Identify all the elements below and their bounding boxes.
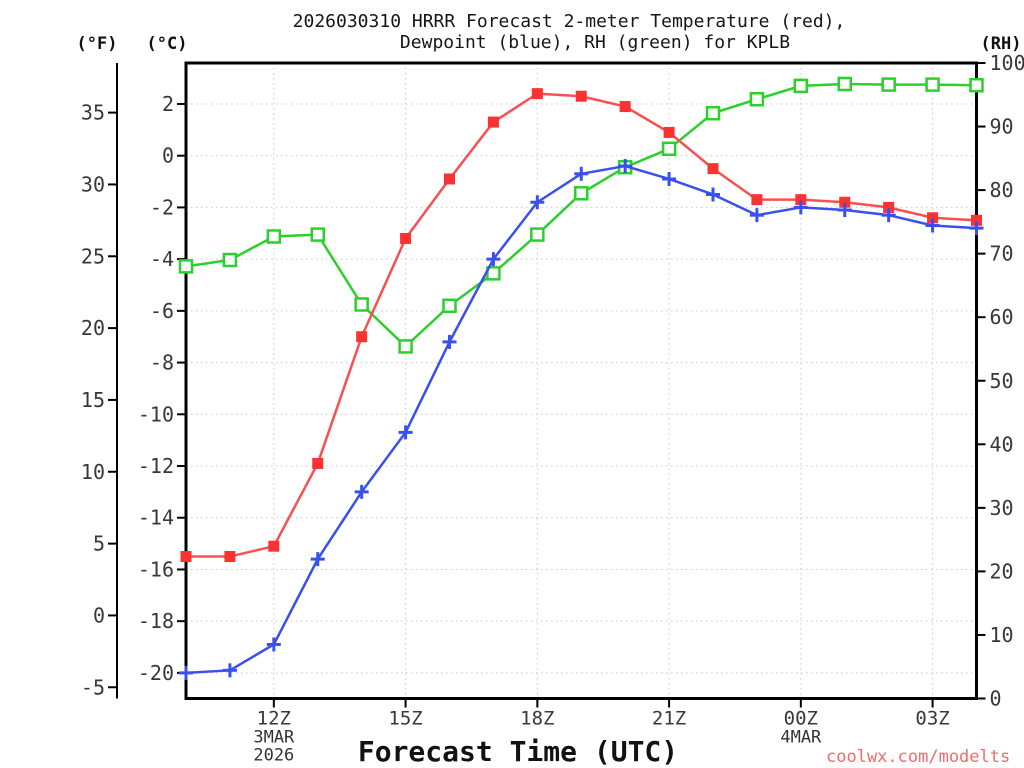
fahrenheit-tick-label: 10: [81, 460, 105, 484]
marker-open-square: [530, 227, 545, 242]
celsius-tick-label: -6: [150, 299, 174, 323]
marker-open-square: [442, 298, 457, 314]
celsius-axis-header: (°C): [146, 34, 188, 54]
fahrenheit-tick-label: 15: [81, 388, 105, 412]
series-line-2-meter-temperature: [186, 92, 977, 558]
rh-axis-header: (RH): [980, 34, 1022, 54]
fahrenheit-tick-label: 35: [81, 101, 105, 125]
fahrenheit-tick-label: 25: [81, 244, 105, 268]
marker-open-square: [969, 77, 984, 93]
watermark-link[interactable]: coolwx.com/modelts: [826, 747, 1011, 767]
marker-filled-square: [531, 88, 543, 100]
celsius-tick-label: -14: [138, 506, 174, 530]
rh-tick-label: 70: [990, 242, 1014, 266]
marker-open-square: [661, 141, 677, 157]
marker-filled-square: [619, 101, 631, 113]
time-tick-label: 15Z: [388, 708, 422, 730]
marker-open-square: [398, 339, 413, 354]
fahrenheit-tick-label: -5: [81, 675, 105, 699]
plot-border: [184, 61, 978, 700]
rh-tick-label: 90: [990, 115, 1014, 139]
rh-tick-label: 60: [990, 305, 1014, 329]
celsius-tick-label: -10: [138, 402, 174, 426]
rh-tick-label: 0: [990, 687, 1002, 711]
celsius-tick-label: 2: [162, 92, 174, 116]
fahrenheit-tick-label: 30: [81, 172, 105, 196]
marker-filled-square: [927, 212, 939, 224]
x-axis-title: Forecast Time (UTC): [357, 735, 679, 768]
celsius-tick-label: -8: [150, 351, 174, 375]
marker-open-square: [881, 77, 896, 92]
marker-open-square: [793, 78, 809, 94]
marker-filled-square: [180, 551, 192, 563]
rh-tick-label: 100: [990, 51, 1024, 75]
series-line-relative-humidity: [185, 82, 977, 348]
date-annotation: 4MAR: [780, 728, 822, 748]
marker-filled-square: [356, 331, 368, 343]
time-tick-label: 03Z: [915, 708, 949, 730]
series-line-dewpoint: [185, 164, 977, 675]
marker-filled-square: [224, 551, 236, 563]
marker-filled-square: [400, 232, 412, 244]
marker-open-square: [749, 91, 765, 107]
marker-filled-square: [707, 163, 719, 175]
rh-tick-label: 30: [990, 496, 1014, 520]
marker-filled-square: [971, 214, 982, 226]
marker-open-square: [310, 227, 325, 242]
marker-open-square: [574, 186, 589, 201]
celsius-tick-label: -16: [138, 557, 174, 581]
marker-open-square: [266, 229, 282, 244]
marker-filled-square: [839, 196, 851, 208]
time-tick-label: 00Z: [784, 708, 818, 730]
celsius-tick-label: -12: [138, 454, 174, 478]
marker-open-square: [354, 297, 369, 312]
date-annotation: 3MAR: [253, 728, 295, 748]
celsius-tick-label: -2: [150, 195, 174, 219]
fahrenheit-tick-label: 20: [81, 316, 105, 340]
marker-filled-square: [575, 90, 587, 102]
chart-title-line1: 2026030310 HRRR Forecast 2-meter Tempera…: [292, 11, 846, 32]
rh-tick-label: 80: [990, 178, 1014, 202]
marker-open-square: [178, 259, 194, 274]
marker-filled-square: [487, 116, 499, 128]
fahrenheit-tick-label: 5: [93, 532, 105, 556]
marker-filled-square: [312, 457, 324, 469]
marker-filled-square: [663, 126, 675, 138]
fahrenheit-tick-label: 0: [93, 603, 105, 627]
marker-open-square: [837, 76, 852, 92]
rh-tick-label: 50: [990, 369, 1014, 393]
time-tick-label: 21Z: [652, 708, 686, 730]
marker-filled-square: [883, 201, 895, 213]
chart-title-line2: Dewpoint (blue), RH (green) for KPLB: [399, 32, 791, 53]
time-tick-label: 12Z: [257, 708, 291, 730]
celsius-tick-label: -4: [150, 247, 174, 271]
fahrenheit-axis-header: (°F): [76, 34, 118, 54]
marker-open-square: [486, 266, 501, 281]
marker-filled-square: [444, 173, 455, 185]
rh-tick-label: 40: [990, 432, 1014, 456]
marker-filled-square: [751, 194, 763, 206]
rh-tick-label: 20: [990, 559, 1014, 583]
marker-open-square: [222, 252, 238, 268]
rh-tick-label: 10: [990, 623, 1014, 647]
marker-filled-square: [268, 540, 280, 552]
celsius-tick-label: -20: [138, 661, 174, 685]
time-tick-label: 18Z: [520, 708, 554, 730]
marker-open-square: [925, 77, 940, 92]
celsius-tick-label: -18: [138, 609, 174, 633]
marker-open-square: [705, 105, 721, 121]
date-annotation: 2026: [253, 746, 294, 766]
marker-filled-square: [795, 194, 807, 206]
celsius-tick-label: 0: [162, 144, 174, 168]
